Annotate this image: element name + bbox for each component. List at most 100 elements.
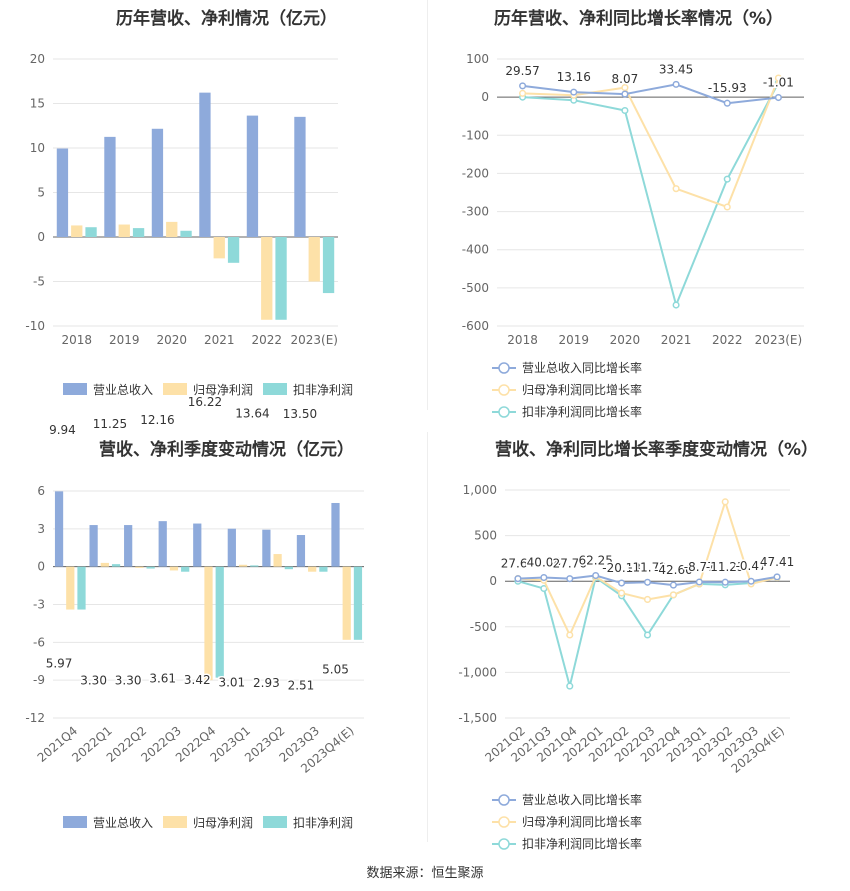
legend-label: 扣非净利润同比增长率 xyxy=(522,836,642,851)
legend-label: 扣非净利润 xyxy=(293,816,353,830)
legend-swatch xyxy=(163,816,187,828)
bar xyxy=(56,148,69,237)
annual-revenue-profit-panel: 历年营收、净利情况（亿元） 20 15 10 5 0 -5 -10 9.94 2018 11.25… xyxy=(0,0,425,438)
data-point xyxy=(672,301,680,309)
bar xyxy=(275,237,287,320)
bar xyxy=(66,566,75,610)
y-tick-label: -400 xyxy=(462,243,489,257)
data-point xyxy=(540,573,548,582)
x-tick-label: 2018 xyxy=(507,333,538,347)
quarterly-revenue-profit-panel: 营收、净利季度变动情况（亿元） 6 3 0 -3 -6 -9 -12 5.97 2021Q4 3.… xyxy=(0,432,425,852)
data-label: 2.93 xyxy=(253,676,280,690)
y-tick-label: -300 xyxy=(462,205,489,219)
quarterly-growth-panel: 营收、净利同比增长率季度变动情况（%） 1,000 500 0 -500 -1,000 -… xyxy=(427,432,850,852)
data-label: 3.30 xyxy=(80,674,107,688)
y-tick-label: -500 xyxy=(470,620,497,634)
x-tick-label: 2019 xyxy=(558,333,589,347)
bar xyxy=(193,523,202,567)
data-point xyxy=(723,99,731,107)
y-tick-label: -10 xyxy=(25,319,45,333)
data-label: 62.25 xyxy=(579,554,613,568)
legend-item: 扣非净利润 xyxy=(263,383,353,397)
bar xyxy=(151,128,164,237)
bar xyxy=(54,491,64,567)
series-line xyxy=(522,82,780,309)
annual-bar-chart: 20 15 10 5 0 -5 -10 9.94 2018 11.25 2019 12.16 2020 1… xyxy=(25,52,353,438)
legend-swatch xyxy=(63,816,87,828)
series-line xyxy=(522,83,779,105)
data-label: -11.23 xyxy=(706,560,745,574)
bar xyxy=(284,566,293,570)
bar xyxy=(227,237,240,263)
bar xyxy=(308,566,317,572)
x-tick-label: 2019 xyxy=(109,333,140,347)
vertical-divider xyxy=(427,0,428,410)
bar xyxy=(111,564,121,567)
y-tick-label: 15 xyxy=(30,97,45,111)
x-tick-label: 2021 xyxy=(661,333,692,347)
data-point xyxy=(669,591,677,599)
y-tick-label: -9 xyxy=(33,673,45,687)
x-tick-label: 2022 xyxy=(712,333,743,347)
data-label: 11.25 xyxy=(93,417,127,431)
legend-item: 归母净利润同比增长率 xyxy=(492,814,642,829)
bar xyxy=(180,230,192,237)
legend-marker xyxy=(498,816,510,828)
y-tick-label: -1,500 xyxy=(458,711,497,725)
y-tick-label: -600 xyxy=(462,319,489,333)
data-point xyxy=(566,575,574,583)
quarterly-bar-chart: 630-3-6-9-125.972021Q43.302022Q13.302022… xyxy=(25,484,364,830)
data-point xyxy=(721,498,729,506)
legend-item: 营业总收入 xyxy=(63,383,153,397)
data-label: 5.05 xyxy=(322,662,349,676)
data-point xyxy=(672,80,680,88)
data-point xyxy=(721,578,729,586)
y-tick-label: 100 xyxy=(466,52,489,66)
legend-label: 归母净利润同比增长率 xyxy=(522,382,642,397)
annual-growth-line-chart: 100 0 -100 -200 -300 -400 -500 -600 2018 2019 2020… xyxy=(462,52,804,419)
bar xyxy=(124,525,133,567)
data-label: 5.97 xyxy=(46,657,73,671)
data-label: 27.64 xyxy=(501,557,535,571)
x-tick-label: 2020 xyxy=(610,333,641,347)
y-tick-label: 3 xyxy=(37,522,45,536)
data-point xyxy=(643,595,652,603)
y-tick-label: -200 xyxy=(462,166,489,180)
legend-item: 归母净利润 xyxy=(163,383,253,397)
y-tick-label: 0 xyxy=(489,574,497,588)
data-label: 12.16 xyxy=(140,413,174,427)
data-label: 3.01 xyxy=(218,675,245,689)
bar xyxy=(250,565,259,567)
data-point xyxy=(643,631,652,639)
y-tick-label: -1,000 xyxy=(458,665,497,679)
data-point xyxy=(723,175,731,183)
legend-item: 营业总收入同比增长率 xyxy=(492,792,642,807)
legend-item: 归母净利润同比增长率 xyxy=(492,382,642,397)
vertical-divider-lower xyxy=(427,432,428,842)
data-point xyxy=(566,682,574,690)
data-point xyxy=(669,581,677,589)
legend-label: 归母净利润同比增长率 xyxy=(522,814,642,829)
bar xyxy=(132,228,145,237)
bar xyxy=(181,566,190,572)
data-point xyxy=(774,93,782,102)
bar xyxy=(294,116,306,237)
legend-swatch xyxy=(263,383,287,395)
legend-label: 营业总收入同比增长率 xyxy=(522,792,642,807)
legend-label: 营业总收入同比增长率 xyxy=(522,360,642,375)
data-label: 2.51 xyxy=(288,679,315,693)
y-tick-label: 0 xyxy=(37,230,45,244)
data-label: 40.08 xyxy=(527,556,561,570)
bar xyxy=(215,566,224,678)
data-point xyxy=(618,579,626,587)
data-point xyxy=(566,631,574,639)
legend-label: 扣非净利润 xyxy=(293,383,353,397)
data-point xyxy=(592,571,600,580)
data-label: -42.60 xyxy=(654,563,693,577)
y-tick-label: 0 xyxy=(481,90,489,104)
legend-item: 扣非净利润 xyxy=(263,816,353,830)
legend-label: 归母净利润 xyxy=(193,816,253,830)
data-label: -20.13 xyxy=(602,561,641,575)
legend-marker xyxy=(498,362,510,374)
chart-title: 营收、净利同比增长率季度变动情况（%） xyxy=(494,440,819,460)
